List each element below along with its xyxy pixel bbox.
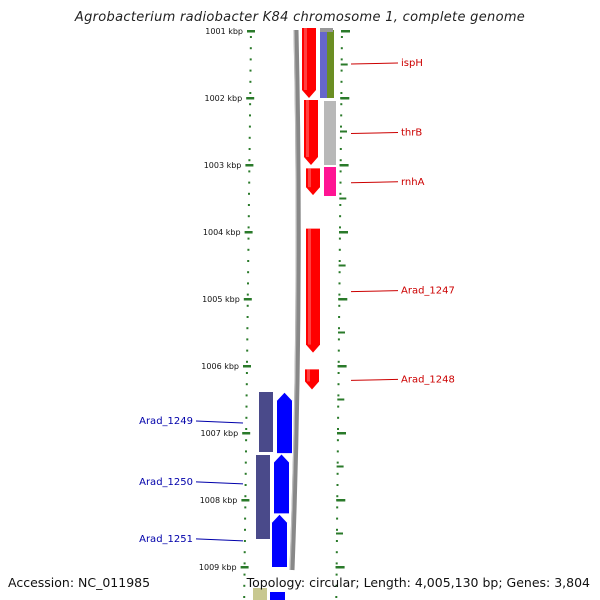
cog-bar (256, 455, 270, 539)
cog-bar (324, 101, 336, 165)
tick-label: 1002 kbp (204, 94, 242, 103)
gene-label-thrb: thrB (401, 128, 422, 139)
leader-line (350, 290, 399, 293)
cog-category-bars (253, 28, 336, 600)
leader-line (350, 62, 399, 65)
major-tick (243, 298, 252, 301)
major-tick (339, 231, 348, 234)
tick-label: 1003 kbp (204, 161, 242, 170)
gene-labels: ispH thrB rnhA Arad_1247 Arad_1248 Arad_1249 A… (139, 58, 455, 545)
major-tick (341, 30, 350, 33)
major-tick (243, 365, 251, 368)
leader-line (195, 481, 244, 485)
tick-label: 1008 kbp (200, 496, 238, 505)
map-title: Agrobacterium radiobacter K84 chromosome… (74, 10, 526, 25)
gene-features (270, 28, 320, 600)
minor-tick (337, 398, 345, 401)
tick-label: 1005 kbp (202, 295, 240, 304)
tick-label: 1009 kbp (199, 563, 237, 572)
leader-line (195, 538, 244, 542)
gene-label-arad_1250: Arad_1250 (139, 477, 193, 488)
kbp-axis: 1001 kbp 1002 kbp 1003 kbp 1004 kbp 1005 kbp… (199, 27, 350, 572)
minor-tick (336, 465, 344, 468)
minor-tick (336, 532, 343, 535)
leader-line (350, 132, 399, 135)
cog-bar (253, 588, 267, 600)
minor-tick (340, 130, 347, 133)
major-tick (241, 499, 250, 502)
gene-label-isph: ispH (401, 58, 423, 69)
gene-label-rnha: rnhA (401, 177, 425, 188)
gene-label-arad_1248: Arad_1248 (401, 374, 455, 385)
minor-tick (338, 331, 345, 334)
cog-bar (320, 30, 327, 98)
gene-arad_1251 (272, 514, 287, 567)
leader-line (195, 420, 244, 424)
major-tick (242, 432, 251, 435)
major-tick (338, 298, 348, 301)
accession-text: Accession: NC_011985 (8, 575, 151, 590)
genome-backbone (289, 29, 301, 571)
gene-label-arad_1249: Arad_1249 (139, 416, 193, 427)
gene-partial (270, 592, 285, 600)
tick-label: 1006 kbp (201, 362, 239, 371)
cog-bar (324, 167, 336, 196)
left-tick-track (243, 36, 252, 598)
tick-label: 1007 kbp (200, 429, 238, 438)
minor-tick (340, 63, 348, 66)
right-tick-track (335, 30, 348, 598)
major-tick (340, 97, 350, 100)
major-tick (339, 164, 349, 167)
tick-label: 1004 kbp (203, 228, 241, 237)
leader-line (350, 181, 399, 184)
major-tick (337, 365, 347, 368)
major-tick (240, 566, 249, 569)
major-tick (335, 566, 345, 569)
cog-bar (327, 30, 334, 98)
major-tick (244, 231, 253, 234)
major-tick (336, 499, 346, 502)
major-tick (337, 432, 346, 435)
tick-label: 1001 kbp (205, 27, 243, 36)
major-tick (246, 97, 255, 100)
genome-summary-text: Topology: circular; Length: 4,005,130 bp… (246, 575, 590, 590)
gene-arad_1249 (277, 392, 292, 454)
backbone-line (289, 29, 301, 571)
gene-label-arad_1247: Arad_1247 (401, 286, 455, 297)
major-tick (247, 30, 255, 33)
gene-arad_1250 (274, 454, 289, 514)
leader-line (350, 378, 399, 381)
minor-tick (338, 264, 346, 267)
minor-tick (339, 197, 347, 200)
gene-label-arad_1251: Arad_1251 (139, 534, 193, 545)
major-tick (245, 164, 254, 167)
cog-bar (259, 392, 273, 452)
